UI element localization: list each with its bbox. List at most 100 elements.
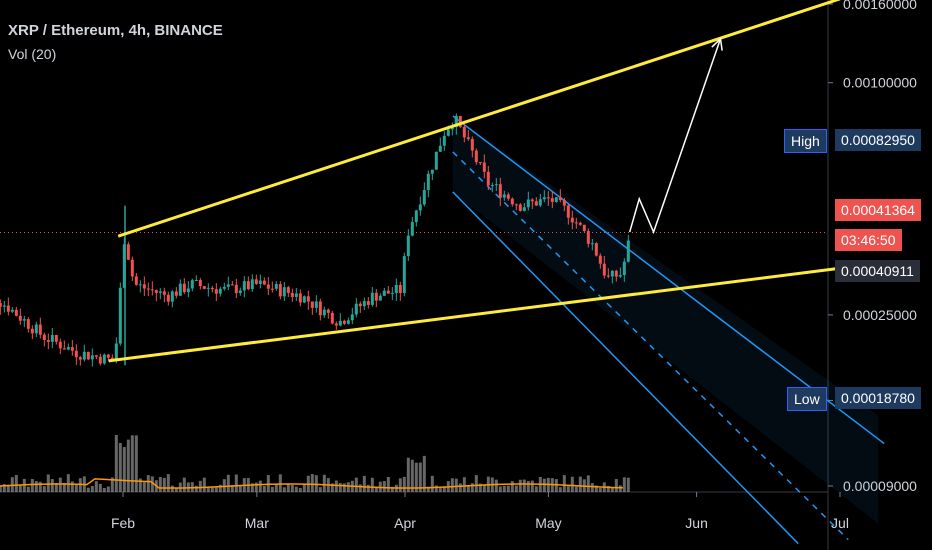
candle-body [490,185,494,187]
candle-body [426,173,430,191]
volume-bar [362,475,366,492]
candle-body [370,292,374,305]
candle-body [250,279,254,290]
volume-bar [102,487,106,492]
candle-body [202,286,206,289]
volume-bar [110,477,114,492]
volume-bar [134,435,138,492]
trendline-lower-support[interactable] [108,261,879,363]
candle-body [362,301,366,307]
volume-bar [26,486,30,492]
volume-bar [390,486,394,492]
candle-body [162,291,166,295]
candle-body [618,274,622,277]
candle-body [406,235,410,257]
projection-arrow-head [711,37,723,51]
volume-bar [406,457,410,492]
candle-body [274,284,278,289]
candle-body [306,296,310,302]
volume-bar [274,484,278,492]
volume-bar [466,485,470,492]
candle-body [134,276,138,285]
volume-bar [618,485,622,492]
candle-body [458,115,462,127]
projection-arrow-path[interactable] [628,38,722,235]
trendline-upper-resistance[interactable] [117,0,841,238]
volume-bar [498,486,502,492]
volume-bar [606,485,610,492]
x-tick-label: Mar [245,515,269,531]
volume-bar [122,447,126,492]
candle-body [234,284,238,294]
candle-body [442,135,446,146]
candle-body [142,284,146,289]
volume-bar [38,481,42,492]
volume-bar [170,485,174,492]
volume-bar [66,474,70,492]
volume-bar [146,475,150,492]
volume-bar [526,480,530,492]
candle-body [10,309,14,312]
last-price-tag: 0.00041364 [835,199,921,221]
candle-body [206,287,210,289]
candle-body [502,194,506,198]
candle-body [82,351,86,360]
candle-body [558,197,562,201]
candle-body [434,151,438,170]
candle-body [286,287,290,293]
volume-bar [58,477,62,492]
candle-body [62,348,66,350]
volume-bar [370,477,374,492]
candle-body [382,290,386,296]
volume-bar [114,434,118,492]
volume-bar [510,481,514,492]
candle-body [438,145,442,152]
volume-legend[interactable]: Vol (20) [8,46,57,62]
channel-median-line[interactable] [452,151,849,541]
volume-bar [262,486,266,492]
volume-bar [522,479,526,492]
candle-body [570,217,574,223]
volume-bar [314,475,318,492]
volume-bar [98,483,102,492]
countdown-tag: 03:46:50 [835,229,902,251]
volume-bar [202,477,206,492]
volume-bar [162,477,166,492]
candle-body [0,303,2,307]
candle-body [354,303,358,315]
x-tick-label: Jul [831,515,849,531]
candle-body [90,355,94,360]
volume-bar [598,487,602,492]
x-tick-label: Apr [394,515,416,531]
volume-bar [106,486,110,492]
volume-bar [558,487,562,492]
candle-body [318,301,322,316]
volume-bar [54,482,58,492]
candle-body [166,294,170,302]
candle-body [278,284,282,297]
symbol-legend[interactable]: XRP / Ethereum, 4h, BINANCE [8,22,223,39]
candle-body [294,293,298,297]
candle-body [342,320,346,324]
candle-body [130,259,134,277]
candle-body [238,290,242,294]
candle-body [542,197,546,200]
volume-bar [418,462,422,492]
volume-bar [566,486,570,492]
candle-body [194,279,198,281]
candle-body [66,347,70,350]
volume-bar [458,483,462,492]
volume-bar [454,478,458,492]
volume-bar [126,439,130,492]
volume-bar [430,475,434,492]
volume-bar [570,476,574,492]
channel-lower-line[interactable] [452,191,799,545]
volume-bar [590,483,594,492]
candle-body [126,244,130,260]
candle-body [614,270,618,277]
volume-bar [562,475,566,492]
candle-body [50,335,54,342]
candle-body [222,286,226,289]
candle-body [298,293,302,303]
